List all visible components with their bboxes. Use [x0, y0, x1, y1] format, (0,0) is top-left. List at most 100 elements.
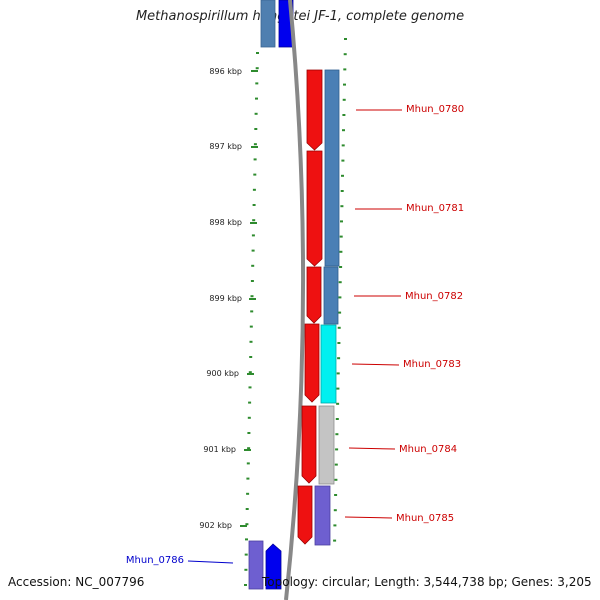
ring-dot: [337, 357, 341, 360]
ring-dot: [339, 266, 343, 268]
tick-label: 899 kbp: [209, 294, 242, 303]
ring-dot: [253, 173, 257, 176]
ring-dot: [333, 539, 337, 542]
left-dotted-ring: [244, 52, 259, 586]
scale-ticks: 896 kbp 897 kbp 898 kbp 899 kbp 900 kbp …: [199, 67, 258, 530]
cog-box-mhun-0783: [320, 324, 337, 404]
ring-dot: [341, 144, 345, 147]
ring-dot: [249, 325, 253, 328]
map-title: Methanospirillum hungatei JF-1, complete…: [135, 9, 465, 24]
cog-box-mhun-0780-0781: [324, 69, 340, 267]
ring-dot: [338, 281, 342, 284]
ring-dot: [337, 326, 341, 329]
ring-dot: [252, 188, 256, 191]
tick-label: 902 kbp: [199, 521, 232, 530]
ring-dot: [255, 67, 259, 70]
ring-dot: [334, 463, 338, 466]
ring-dot: [342, 129, 345, 132]
ring-dot: [342, 98, 346, 101]
gene-label-mhun-0784[interactable]: Mhun_0784: [399, 444, 457, 455]
accession-text: Accession: NC_007796: [8, 575, 145, 589]
ring-dot: [251, 264, 255, 267]
gene-label-mhun-0785[interactable]: Mhun_0785: [396, 513, 454, 524]
cds-arrow-mhun-0785[interactable]: [297, 485, 313, 545]
ring-dot: [249, 356, 253, 358]
ring-dot: [338, 296, 342, 299]
ring-dot: [251, 234, 255, 237]
ring-dot: [254, 128, 258, 130]
cog-box-mhun-0785: [314, 485, 331, 546]
tick-label: 897 kbp: [209, 142, 242, 151]
ring-dot: [336, 387, 340, 390]
ring-dot: [341, 174, 344, 177]
cog-box-mhun-0784: [318, 405, 335, 485]
genome-backbone: [284, 0, 306, 600]
ring-dot: [340, 190, 344, 192]
gene-label-mhun-0782[interactable]: Mhun_0782: [405, 291, 463, 302]
gene-label-mhun-0780[interactable]: Mhun_0780: [406, 104, 464, 115]
ring-dot: [248, 401, 252, 404]
ring-dot: [335, 418, 339, 420]
bottom-features: [248, 540, 282, 590]
ring-dot: [335, 448, 339, 451]
tick-label: 901 kbp: [203, 445, 236, 454]
ring-dot: [248, 371, 252, 374]
cds-arrow-mhun-0782[interactable]: [306, 266, 322, 324]
cds-arrow-mhun-0786[interactable]: [265, 543, 282, 590]
tick-label: 900 kbp: [206, 369, 239, 378]
forward-strand-cds: [297, 69, 323, 545]
ring-dot: [252, 219, 256, 222]
ring-dot: [253, 143, 257, 146]
ring-dot: [344, 38, 347, 40]
ring-dot: [343, 83, 346, 86]
tick-label: 898 kbp: [209, 218, 242, 227]
ring-dot: [249, 340, 253, 343]
right-dotted-ring: [333, 38, 347, 542]
ring-dot: [244, 568, 248, 571]
ring-dot: [336, 372, 340, 375]
ring-dot: [336, 402, 340, 405]
ring-dot: [255, 97, 258, 100]
gene-labels: Mhun_0780 Mhun_0781 Mhun_0782 Mhun_0783 …: [126, 104, 464, 566]
gene-label-mhun-0783[interactable]: Mhun_0783: [403, 359, 461, 370]
ring-dot: [340, 205, 344, 208]
ring-dot: [244, 584, 247, 586]
cds-arrow-mhun-0784[interactable]: [301, 405, 317, 484]
ring-dot: [334, 478, 338, 481]
ring-dot: [340, 220, 343, 223]
ring-dot: [244, 553, 248, 556]
ring-dot: [247, 416, 251, 419]
ring-dot: [245, 523, 249, 526]
ring-dot: [333, 524, 337, 527]
ring-dot: [339, 235, 343, 238]
ring-dot: [333, 509, 337, 512]
cog-color-track: [314, 69, 340, 546]
cds-arrow-mhun-0780[interactable]: [306, 69, 323, 151]
ring-dot: [341, 159, 345, 162]
ring-dot: [252, 204, 256, 206]
cog-box-mhun-0782: [323, 266, 339, 325]
ring-dot: [247, 432, 251, 434]
ring-dot: [248, 386, 252, 389]
ring-dot: [254, 112, 258, 115]
gene-label-mhun-0781[interactable]: Mhun_0781: [406, 203, 464, 214]
ring-dot: [256, 52, 259, 54]
gene-label-mhun-0786[interactable]: Mhun_0786: [126, 555, 184, 566]
ring-dot: [246, 462, 250, 465]
ring-dot: [343, 68, 347, 71]
topology-text: Topology: circular; Length: 3,544,738 bp…: [262, 575, 592, 589]
ring-dot: [246, 492, 250, 495]
top-partial-features: [260, 0, 294, 48]
ring-dot: [342, 114, 346, 116]
ring-dot: [250, 280, 254, 282]
ring-dot: [245, 538, 248, 541]
ring-dot: [245, 508, 249, 510]
tick-label: 896 kbp: [209, 67, 242, 76]
ring-dot: [253, 158, 257, 161]
cds-arrow-mhun-0781[interactable]: [306, 150, 323, 267]
cds-arrow-mhun-0783[interactable]: [304, 323, 320, 403]
ring-dot: [250, 295, 254, 298]
ring-dot: [343, 53, 347, 56]
ring-dot: [338, 311, 342, 314]
